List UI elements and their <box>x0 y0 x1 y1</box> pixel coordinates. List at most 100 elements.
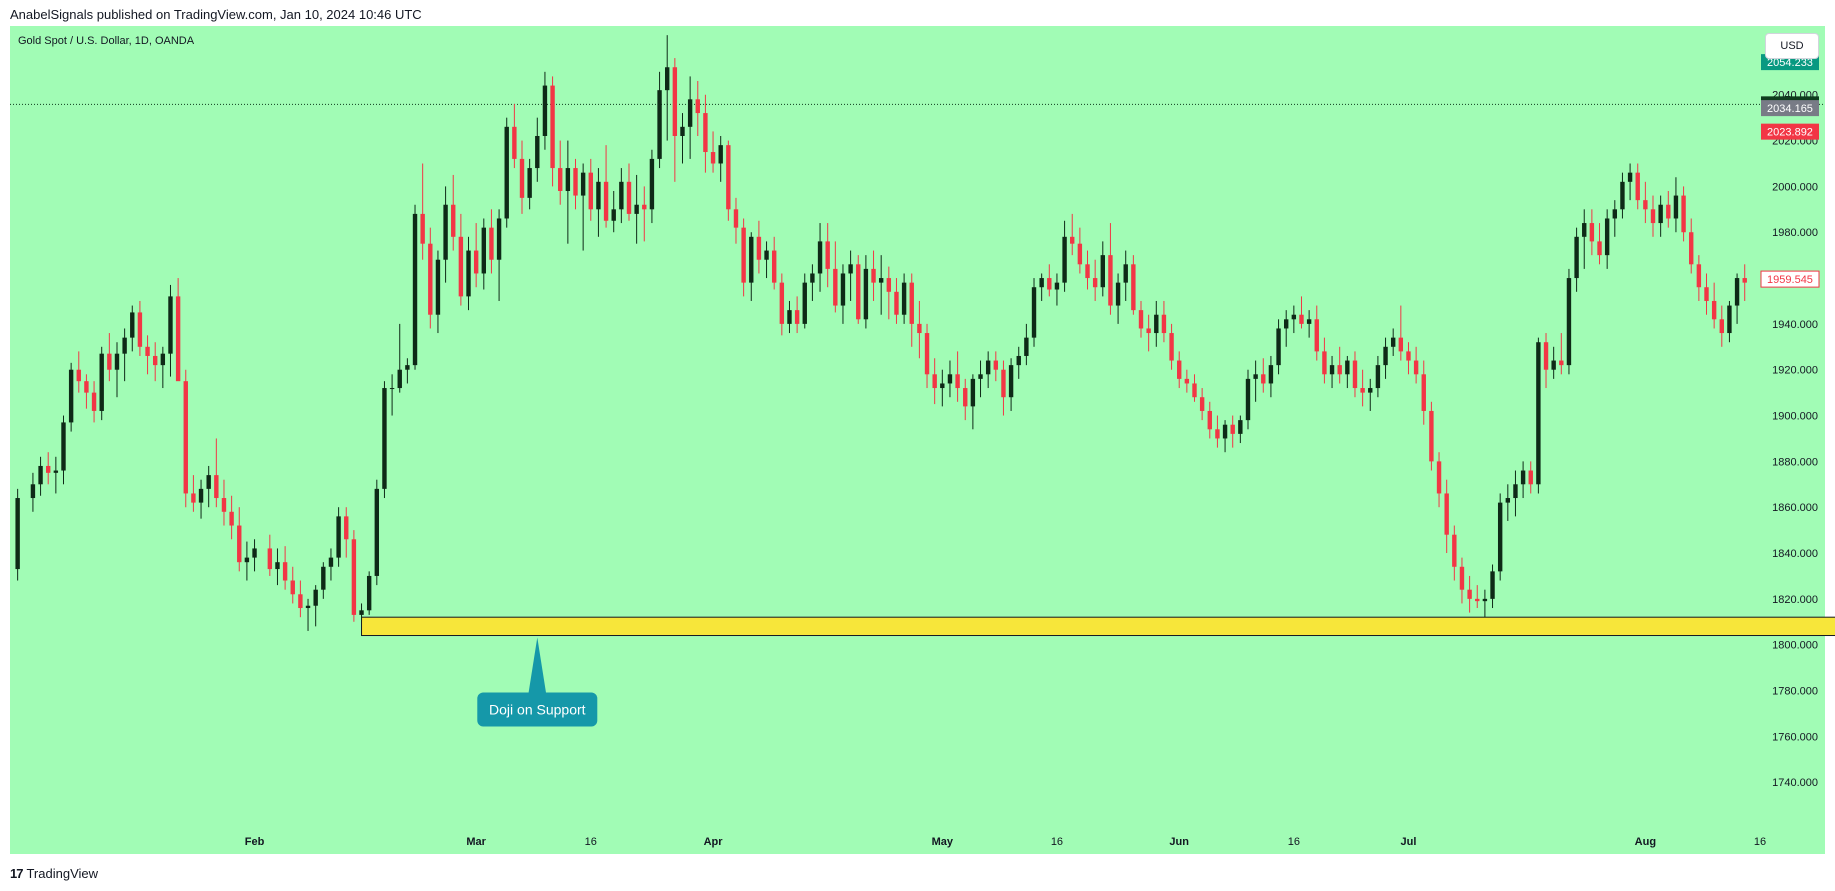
candle-body <box>848 264 853 274</box>
candle <box>1711 282 1717 329</box>
candle-body <box>38 465 43 485</box>
candle-body <box>290 580 295 595</box>
candle-body <box>718 145 723 164</box>
candle-body <box>481 227 486 274</box>
candle <box>1337 346 1342 384</box>
candle <box>1528 461 1533 494</box>
candle-body <box>214 475 219 499</box>
candle-body <box>542 85 548 136</box>
candle <box>519 140 525 214</box>
candle <box>336 507 341 567</box>
candle-body <box>237 525 242 563</box>
candle <box>787 300 792 334</box>
candle <box>1429 401 1434 471</box>
candle <box>596 168 601 237</box>
candle-body <box>175 296 181 382</box>
candle <box>848 250 853 301</box>
candle-body <box>794 310 800 324</box>
candle-body <box>305 605 311 609</box>
candle <box>1513 470 1518 517</box>
candle-body <box>1719 319 1724 334</box>
candle <box>489 209 494 274</box>
candle <box>481 218 486 290</box>
candle-body <box>1459 566 1465 590</box>
candle <box>901 273 907 324</box>
candle <box>137 300 143 356</box>
candle-body <box>168 296 173 354</box>
candle-body <box>1597 241 1602 256</box>
candle <box>1253 360 1258 402</box>
candle <box>1406 342 1411 375</box>
candle <box>909 273 914 347</box>
candle <box>84 374 89 409</box>
candle-body <box>1207 410 1212 430</box>
candle <box>1001 360 1006 416</box>
candle <box>1345 355 1350 389</box>
candle <box>114 342 120 398</box>
price-axis-label: 1959.545 <box>1760 270 1820 288</box>
candle <box>359 603 364 622</box>
candle-body <box>122 337 127 354</box>
candle <box>46 452 51 485</box>
candle-body <box>1528 470 1533 485</box>
price-label-text: 2054.233 <box>1767 57 1813 69</box>
candle-body <box>810 273 815 283</box>
candle-body <box>1559 360 1564 366</box>
candle <box>1436 452 1442 508</box>
candle-body <box>1222 424 1228 439</box>
candle-body <box>1475 598 1480 602</box>
candle <box>130 305 135 352</box>
candle-body <box>145 346 150 356</box>
candle-body <box>1306 319 1312 324</box>
candle-body <box>756 236 762 260</box>
candle-body <box>244 557 250 563</box>
candle-body <box>642 204 647 210</box>
candle <box>878 255 884 315</box>
time-axis <box>10 828 1760 854</box>
candle <box>313 585 318 627</box>
candle <box>15 488 20 581</box>
candle-body <box>359 610 364 615</box>
candle <box>1681 186 1686 242</box>
candle <box>30 472 36 512</box>
candle <box>237 507 242 572</box>
candle-body <box>1497 502 1503 572</box>
y-tick-label: 2000.000 <box>1772 181 1818 193</box>
price-label-box <box>1761 123 1819 140</box>
candle <box>1643 181 1648 224</box>
candle <box>344 507 349 558</box>
candle-body <box>1329 365 1335 375</box>
candle <box>833 241 838 313</box>
candle-body <box>924 333 930 375</box>
candle <box>1215 415 1220 448</box>
candle-body <box>137 312 143 347</box>
candle <box>168 284 173 377</box>
candle-body <box>1115 282 1121 306</box>
candle <box>175 278 181 382</box>
candle-body <box>1704 287 1709 301</box>
candle-body <box>107 353 112 370</box>
candle-body <box>420 213 425 244</box>
candle-body <box>947 374 953 384</box>
candle <box>458 213 464 306</box>
candle-body <box>1566 278 1572 366</box>
candle-body <box>802 282 807 324</box>
candle <box>1154 300 1159 347</box>
candle <box>1520 461 1526 499</box>
currency-button[interactable]: USD <box>1765 33 1819 59</box>
candle <box>947 360 953 398</box>
candle <box>672 58 678 182</box>
y-tick-label: 1760.000 <box>1772 731 1818 743</box>
candle-body <box>1268 365 1274 384</box>
candle-body <box>856 264 861 320</box>
x-tick-label: Jun <box>1169 836 1189 848</box>
candle <box>298 580 303 618</box>
candle <box>955 351 960 402</box>
candle-body <box>1230 424 1235 434</box>
candle-body <box>275 562 280 570</box>
candle <box>221 479 227 526</box>
candle <box>940 369 945 407</box>
candle-body <box>1620 181 1625 210</box>
candle-body <box>1108 255 1113 306</box>
candle-body <box>382 388 387 489</box>
